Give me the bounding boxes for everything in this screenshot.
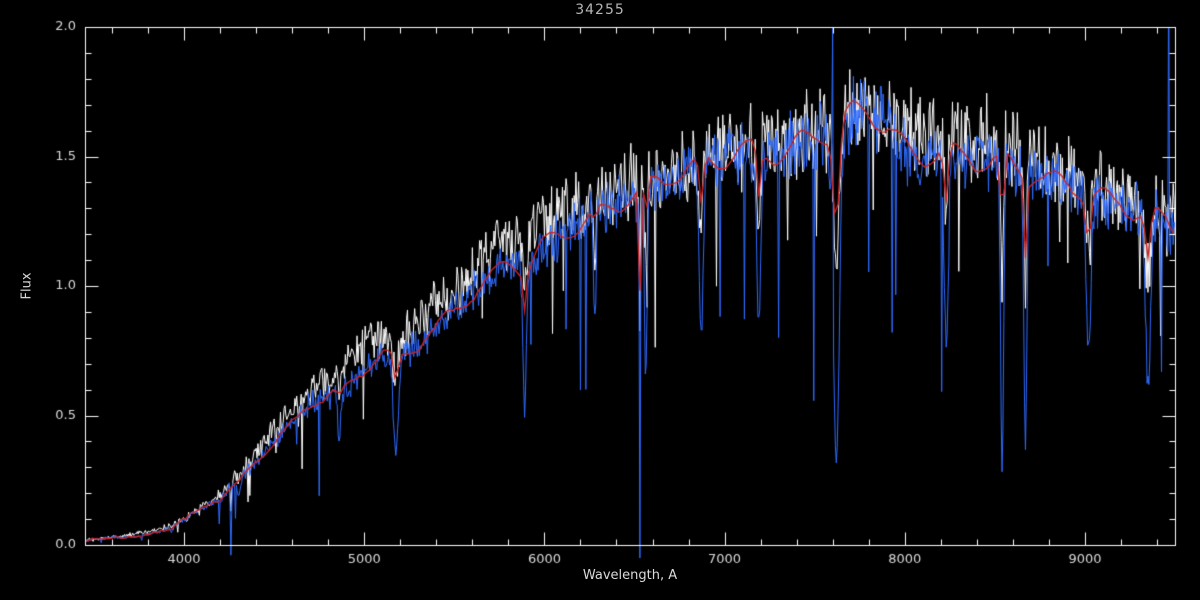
y-axis-label: Flux (19, 272, 35, 300)
x-axis-label: Wavelength, A (582, 568, 678, 583)
chart-title: 34255 (575, 2, 625, 18)
